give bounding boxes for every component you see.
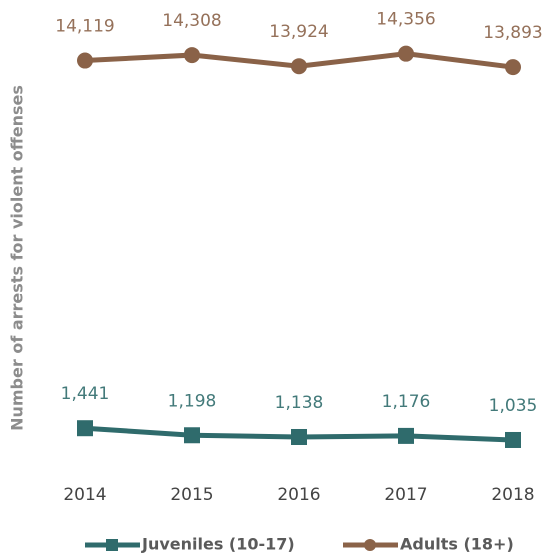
value-label: 1,035 <box>489 396 538 416</box>
x-tick-label: 2015 <box>170 485 213 505</box>
x-tick-label: 2014 <box>63 485 106 505</box>
legend-marker <box>106 539 118 551</box>
marker <box>398 427 414 444</box>
value-label: 1,198 <box>168 391 217 411</box>
value-label: 14,119 <box>55 17 114 37</box>
marker <box>291 58 307 75</box>
value-label: 1,138 <box>275 393 324 413</box>
y-axis-label: Number of arrests for violent offenses <box>8 85 27 431</box>
value-label: 14,356 <box>376 10 435 30</box>
marker <box>77 420 93 437</box>
marker <box>291 428 307 445</box>
x-tick-label: 2016 <box>277 485 320 505</box>
marker <box>77 52 93 69</box>
legend-marker <box>364 539 376 551</box>
marker <box>505 431 521 448</box>
value-label: 13,924 <box>269 22 328 42</box>
marker <box>505 59 521 76</box>
marker <box>184 47 200 64</box>
marker <box>398 45 414 62</box>
value-label: 13,893 <box>483 23 542 43</box>
x-tick-label: 2017 <box>384 485 427 505</box>
legend-label: Juveniles (10-17) <box>141 535 295 554</box>
legend-label: Adults (18+) <box>400 535 514 554</box>
value-label: 1,176 <box>382 392 431 412</box>
x-tick-label: 2018 <box>491 485 534 505</box>
marker <box>184 427 200 444</box>
value-label: 1,441 <box>61 384 110 404</box>
value-label: 14,308 <box>162 11 221 31</box>
